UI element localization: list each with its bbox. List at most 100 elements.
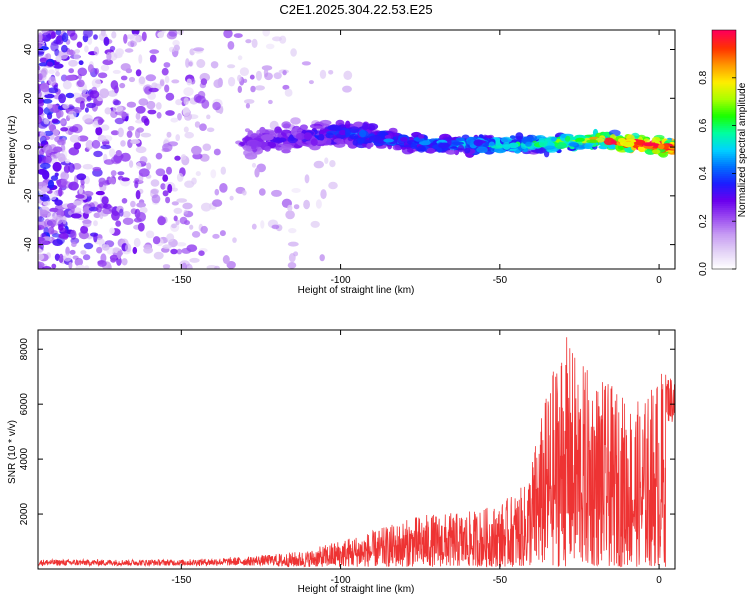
ridge-speck xyxy=(455,137,465,142)
noise-speck xyxy=(78,60,84,66)
noise-speck xyxy=(65,159,70,164)
noise-speck xyxy=(135,190,141,200)
ridge-speck xyxy=(417,145,426,153)
colorbar-band xyxy=(712,177,736,180)
colorbar-tick-label: 0.0 xyxy=(698,262,709,276)
ridge-speck xyxy=(392,144,401,151)
noise-speck xyxy=(84,107,89,113)
colorbar-band xyxy=(712,123,736,127)
noise-speck xyxy=(104,107,112,115)
noise-speck xyxy=(50,175,59,181)
noise-speck xyxy=(135,105,146,114)
ridge-speck xyxy=(276,137,287,142)
noise-speck xyxy=(79,231,89,240)
noise-speck xyxy=(82,114,93,123)
ridge-speck xyxy=(338,129,347,136)
snr-x-axis-title: Height of straight line (km) xyxy=(298,584,415,595)
colorbar-band xyxy=(712,187,736,190)
noise-speck xyxy=(176,242,187,247)
noise-speck xyxy=(115,48,124,56)
noise-speck xyxy=(168,30,178,37)
colorbar-band xyxy=(712,119,736,123)
noise-speck xyxy=(160,183,166,190)
noise-speck xyxy=(115,150,122,157)
noise-speck xyxy=(171,79,180,84)
noise-speck xyxy=(93,212,101,219)
noise-speck xyxy=(265,43,275,50)
noise-speck xyxy=(163,62,171,68)
noise-speck xyxy=(39,148,45,156)
noise-speck xyxy=(83,30,93,38)
noise-speck xyxy=(138,54,143,64)
noise-speck xyxy=(83,242,94,250)
noise-speck xyxy=(324,157,329,164)
noise-speck xyxy=(151,194,161,204)
noise-speck xyxy=(189,224,194,230)
colorbar-band xyxy=(712,217,736,220)
noise-speck xyxy=(285,210,295,220)
snr-panel: -150 -100 -50 0 2000 4000 6000 8000 Height of … xyxy=(7,329,676,595)
colorbar-title: Normalized spectral amplitude xyxy=(737,82,748,217)
noise-speck xyxy=(58,233,69,239)
noise-speck xyxy=(128,76,136,83)
noise-speck xyxy=(70,229,77,240)
noise-speck xyxy=(112,69,121,74)
colorbar-band xyxy=(712,139,736,143)
colorbar-band xyxy=(712,43,736,47)
noise-speck xyxy=(328,181,338,190)
noise-speck xyxy=(84,45,89,53)
noise-speck xyxy=(200,78,208,86)
colorbar-band xyxy=(712,33,736,37)
spectrogram-x-axis-title: Height of straight line (km) xyxy=(298,285,415,296)
noise-speck xyxy=(68,261,73,269)
y-tick-label: 2000 xyxy=(19,503,30,526)
noise-speck xyxy=(75,194,85,199)
y-tick-label: 0 xyxy=(23,144,34,150)
colorbar-band xyxy=(712,113,736,117)
noise-speck xyxy=(60,171,70,181)
noise-speck xyxy=(161,67,169,76)
noise-speck xyxy=(55,30,62,36)
colorbar-tick-label: 0.6 xyxy=(698,118,709,132)
ridge-speck xyxy=(538,139,548,148)
noise-speck xyxy=(173,207,183,214)
colorbar-band xyxy=(712,133,736,137)
noise-speck xyxy=(166,233,175,243)
noise-speck xyxy=(282,70,287,76)
noise-speck xyxy=(251,162,257,168)
noise-speck xyxy=(43,118,50,125)
noise-speck xyxy=(165,92,175,101)
noise-speck xyxy=(58,187,63,197)
x-tick-label: 0 xyxy=(656,275,662,286)
noise-speck xyxy=(176,248,182,255)
noise-speck xyxy=(251,38,258,49)
noise-speck xyxy=(76,173,87,181)
ridge-speck xyxy=(327,125,338,131)
ridge-speck xyxy=(333,138,344,143)
noise-speck xyxy=(59,119,66,125)
colorbar-band xyxy=(712,55,736,59)
noise-speck xyxy=(264,72,273,81)
ridge-speck xyxy=(290,128,297,136)
ridge-speck xyxy=(383,138,394,143)
snr-series xyxy=(38,337,675,568)
colorbar-tick-label: 0.8 xyxy=(698,70,709,84)
noise-speck xyxy=(79,100,85,111)
noise-speck xyxy=(65,92,75,99)
noise-speck xyxy=(69,126,79,133)
noise-speck xyxy=(320,189,327,200)
x-tick-label: -150 xyxy=(171,275,191,286)
noise-speck xyxy=(93,34,98,40)
noise-speck xyxy=(91,78,102,88)
ridge-speck xyxy=(281,121,292,129)
noise-speck xyxy=(119,208,124,217)
noise-speck xyxy=(177,30,184,36)
noise-speck xyxy=(166,131,172,138)
noise-speck xyxy=(63,164,70,174)
noise-speck xyxy=(237,74,242,82)
noise-speck xyxy=(58,110,64,118)
ridge-speck xyxy=(313,125,324,130)
noise-speck xyxy=(149,54,157,63)
noise-speck xyxy=(175,99,183,106)
noise-speck xyxy=(127,40,137,48)
